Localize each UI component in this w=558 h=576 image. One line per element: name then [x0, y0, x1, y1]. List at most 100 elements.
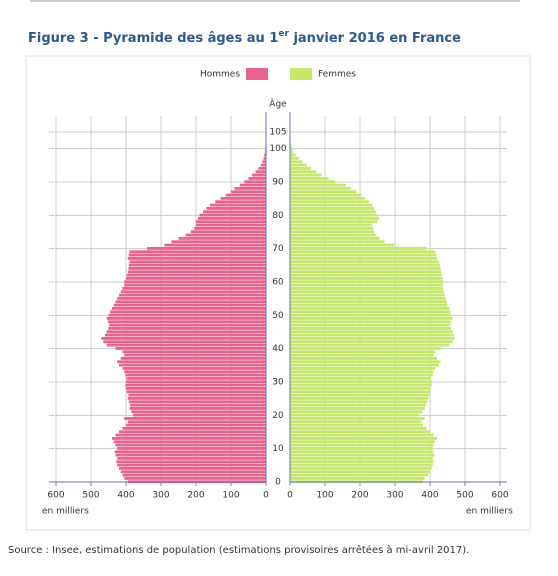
bar	[129, 400, 266, 403]
bar	[290, 380, 432, 383]
bar	[290, 477, 425, 480]
bar	[290, 390, 430, 393]
legend-swatch	[290, 68, 312, 80]
y-tick-label: 40	[272, 344, 284, 354]
bar	[124, 477, 266, 480]
bar	[126, 424, 266, 427]
bar	[130, 260, 267, 263]
bar	[290, 347, 441, 350]
y-axis-label: Âge	[269, 98, 287, 110]
bar	[290, 220, 378, 223]
bar	[117, 447, 266, 450]
bar	[290, 370, 434, 373]
bar	[123, 287, 267, 290]
bar	[290, 474, 428, 477]
bar	[290, 250, 435, 253]
bar	[290, 444, 434, 447]
bar	[290, 157, 299, 160]
bar	[263, 160, 267, 163]
bar	[102, 337, 267, 340]
bar	[210, 204, 266, 207]
bar	[290, 387, 431, 390]
bar	[290, 400, 427, 403]
bar	[116, 460, 266, 463]
bar	[290, 287, 443, 290]
bar	[127, 377, 266, 380]
bar	[123, 474, 267, 477]
x-tick-label: 200	[351, 491, 368, 501]
y-tick-label: 10	[272, 444, 284, 454]
bar	[290, 344, 449, 347]
y-tick-label: 100	[269, 144, 286, 154]
bar	[126, 387, 266, 390]
bar	[290, 330, 453, 333]
bar	[121, 357, 266, 360]
x-tick-label: 0	[287, 491, 293, 501]
bar	[107, 344, 266, 347]
bar	[165, 244, 267, 247]
bar	[290, 410, 422, 413]
bar	[112, 437, 266, 440]
bar	[123, 367, 267, 370]
bar	[240, 184, 266, 187]
bar	[290, 150, 294, 153]
bar	[290, 244, 395, 247]
bar	[128, 420, 266, 423]
y-tick-label: 80	[272, 211, 284, 221]
bar	[290, 464, 433, 467]
x-tick-label: 400	[421, 491, 438, 501]
y-tick-label: 20	[272, 411, 284, 421]
y-tick-label: 30	[272, 378, 284, 388]
bar	[290, 154, 296, 157]
bar	[244, 180, 266, 183]
bar	[290, 310, 450, 313]
bar	[290, 317, 453, 320]
legend-swatch	[246, 68, 268, 80]
bar	[117, 360, 266, 363]
x-axis-label: en milliers	[466, 507, 513, 517]
bar	[290, 224, 372, 227]
bar	[290, 190, 357, 193]
x-tick-label: 500	[456, 491, 473, 501]
bar	[290, 320, 451, 323]
bar	[290, 230, 374, 233]
bar	[290, 280, 443, 283]
bar	[290, 454, 434, 457]
title-part: janvier 2016 en France	[289, 31, 461, 46]
bar	[290, 307, 449, 310]
bar	[107, 330, 266, 333]
bar	[290, 257, 437, 260]
bar	[186, 234, 267, 237]
bar	[290, 294, 445, 297]
bar	[290, 407, 425, 410]
bar	[290, 337, 455, 340]
y-tick-label: 70	[272, 244, 284, 254]
bar	[290, 164, 307, 167]
bar	[290, 374, 433, 377]
title-part: Figure 3 - Pyramide des âges au 1	[28, 31, 278, 46]
bar	[133, 414, 266, 417]
bar	[290, 207, 374, 210]
bar	[290, 187, 351, 190]
bar	[290, 354, 434, 357]
bar	[196, 224, 266, 227]
x-tick-label: 600	[47, 491, 64, 501]
x-tick-label: 500	[82, 491, 99, 501]
bar	[124, 370, 266, 373]
bar	[119, 467, 266, 470]
bar	[116, 454, 267, 457]
bar	[116, 347, 267, 350]
bar	[290, 240, 385, 243]
bar	[290, 234, 376, 237]
bar	[114, 440, 266, 443]
bar	[290, 327, 451, 330]
bar	[290, 447, 433, 450]
title-sup: er	[278, 29, 289, 39]
bar	[130, 407, 267, 410]
bar	[112, 307, 266, 310]
chart-title: Figure 3 - Pyramide des âges au 1er janv…	[28, 29, 461, 46]
bar	[290, 414, 420, 417]
bar	[198, 217, 266, 220]
bar	[290, 290, 444, 293]
